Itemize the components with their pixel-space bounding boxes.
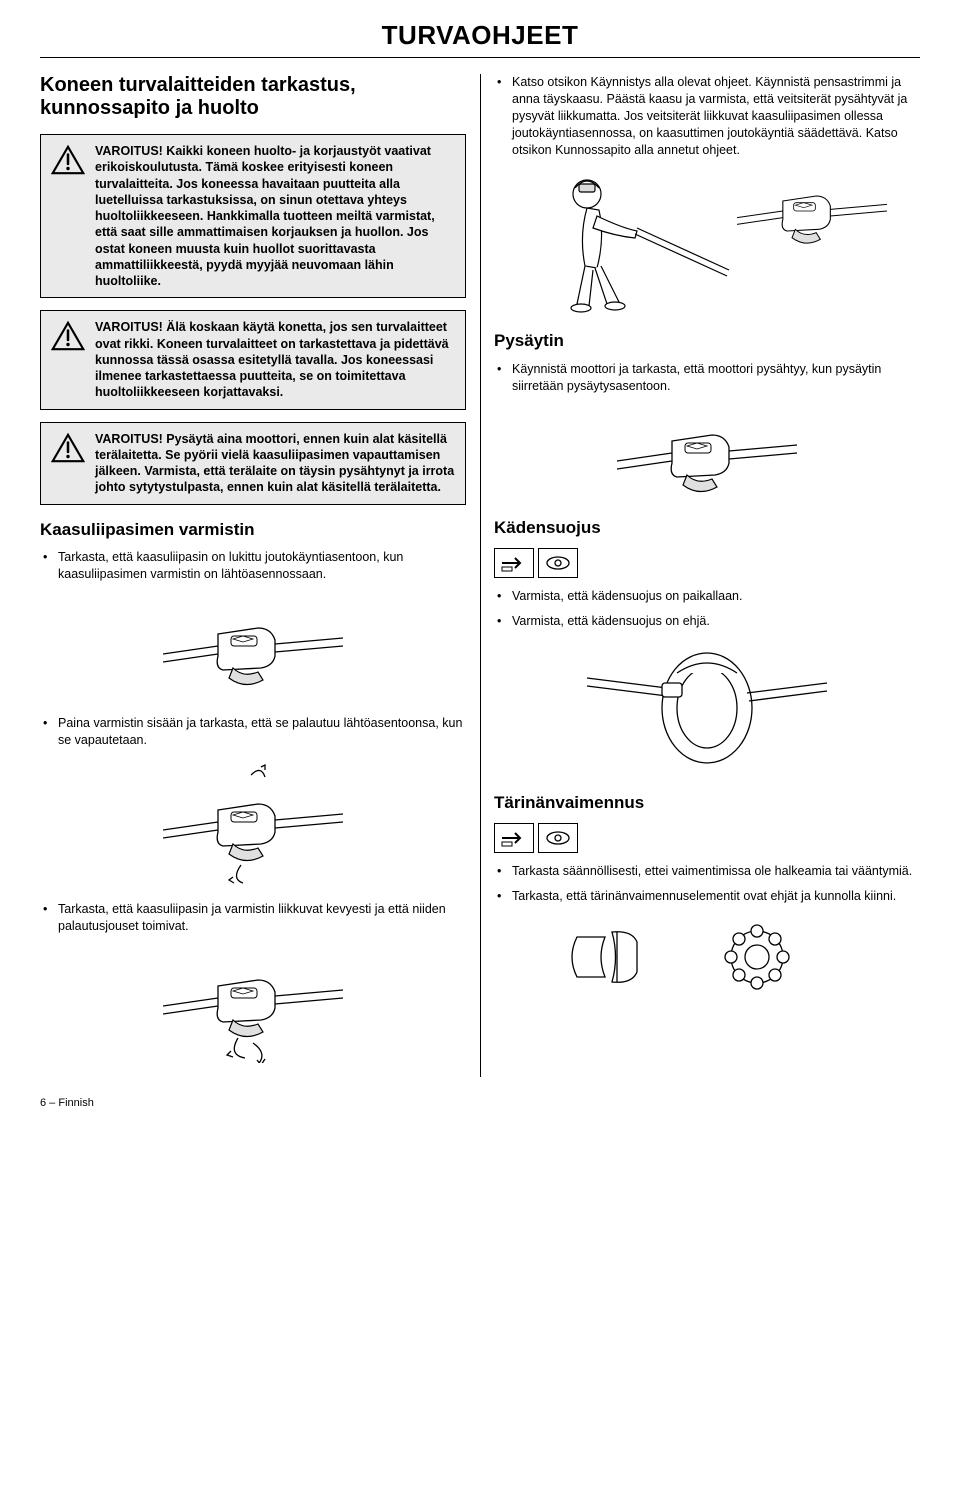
warning-box-2: VAROITUS! Älä koskaan käytä konetta, jos… (40, 310, 466, 409)
page-footer: 6 – Finnish (40, 1097, 920, 1109)
throttle-illustration-2 (133, 757, 373, 887)
throttle-bullet-list-2: Paina varmistin sisään ja tarkasta, että… (40, 715, 466, 749)
warning-text-2: VAROITUS! Älä koskaan käytä konetta, jos… (95, 319, 455, 400)
warning-icon (51, 145, 85, 175)
list-item: Tarkasta, että kaasuliipasin ja varmisti… (40, 901, 466, 935)
warning-text-1: VAROITUS! Kaikki koneen huolto- ja korja… (95, 143, 455, 289)
list-item: Käynnistä moottori ja tarkasta, että moo… (494, 361, 920, 395)
operator-illustration (527, 166, 887, 316)
vibration-parts-illustration (557, 912, 857, 1002)
throttle-bullet-list-3: Tarkasta, että kaasuliipasin ja varmisti… (40, 901, 466, 935)
list-item: Varmista, että kädensuojus on paikallaan… (494, 588, 920, 605)
arrow-icon (494, 548, 534, 578)
warning-box-1: VAROITUS! Kaikki koneen huolto- ja korja… (40, 134, 466, 298)
list-item: Tarkasta, että tärinänvaimennuselementit… (494, 888, 920, 905)
two-column-layout: Koneen turvalaitteiden tarkastus, kunnos… (40, 74, 920, 1077)
eye-icon (538, 548, 578, 578)
warning-text-3: VAROITUS! Pysäytä aina moottori, ennen k… (95, 431, 455, 496)
throttle-bullet-list: Tarkasta, että kaasuliipasin on lukittu … (40, 549, 466, 583)
right-column: Katso otsikon Käynnistys alla olevat ohj… (480, 74, 920, 1077)
list-item: Katso otsikon Käynnistys alla olevat ohj… (494, 74, 920, 158)
left-column: Koneen turvalaitteiden tarkastus, kunnos… (40, 74, 480, 1077)
stop-bullet-list: Käynnistä moottori ja tarkasta, että moo… (494, 361, 920, 395)
instruction-icon-strip (494, 548, 920, 578)
handguard-bullet-list: Varmista, että kädensuojus on paikallaan… (494, 588, 920, 630)
warning-icon (51, 433, 85, 463)
list-item: Paina varmistin sisään ja tarkasta, että… (40, 715, 466, 749)
warning-icon (51, 321, 85, 351)
page-title: TURVAOHJEET (40, 20, 920, 58)
vibration-bullet-list: Tarkasta säännöllisesti, ettei vaimentim… (494, 863, 920, 905)
throttle-illustration-3 (133, 943, 373, 1063)
left-main-heading: Koneen turvalaitteiden tarkastus, kunnos… (40, 74, 466, 120)
list-item: Tarkasta säännöllisesti, ettei vaimentim… (494, 863, 920, 880)
list-item: Tarkasta, että kaasuliipasin on lukittu … (40, 549, 466, 583)
stop-switch-illustration (587, 403, 827, 503)
vibration-damping-heading: Tärinänvaimennus (494, 792, 920, 815)
throttle-lock-heading: Kaasuliipasimen varmistin (40, 519, 466, 542)
throttle-illustration-1 (133, 591, 373, 701)
arrow-icon (494, 823, 534, 853)
warning-box-3: VAROITUS! Pysäytä aina moottori, ennen k… (40, 422, 466, 505)
eye-icon (538, 823, 578, 853)
column-divider (480, 74, 481, 1077)
hand-guard-illustration (577, 638, 837, 778)
list-item: Varmista, että kädensuojus on ehjä. (494, 613, 920, 630)
hand-guard-heading: Kädensuojus (494, 517, 920, 540)
stop-switch-heading: Pysäytin (494, 330, 920, 353)
intro-bullet-list: Katso otsikon Käynnistys alla olevat ohj… (494, 74, 920, 158)
instruction-icon-strip-2 (494, 823, 920, 853)
